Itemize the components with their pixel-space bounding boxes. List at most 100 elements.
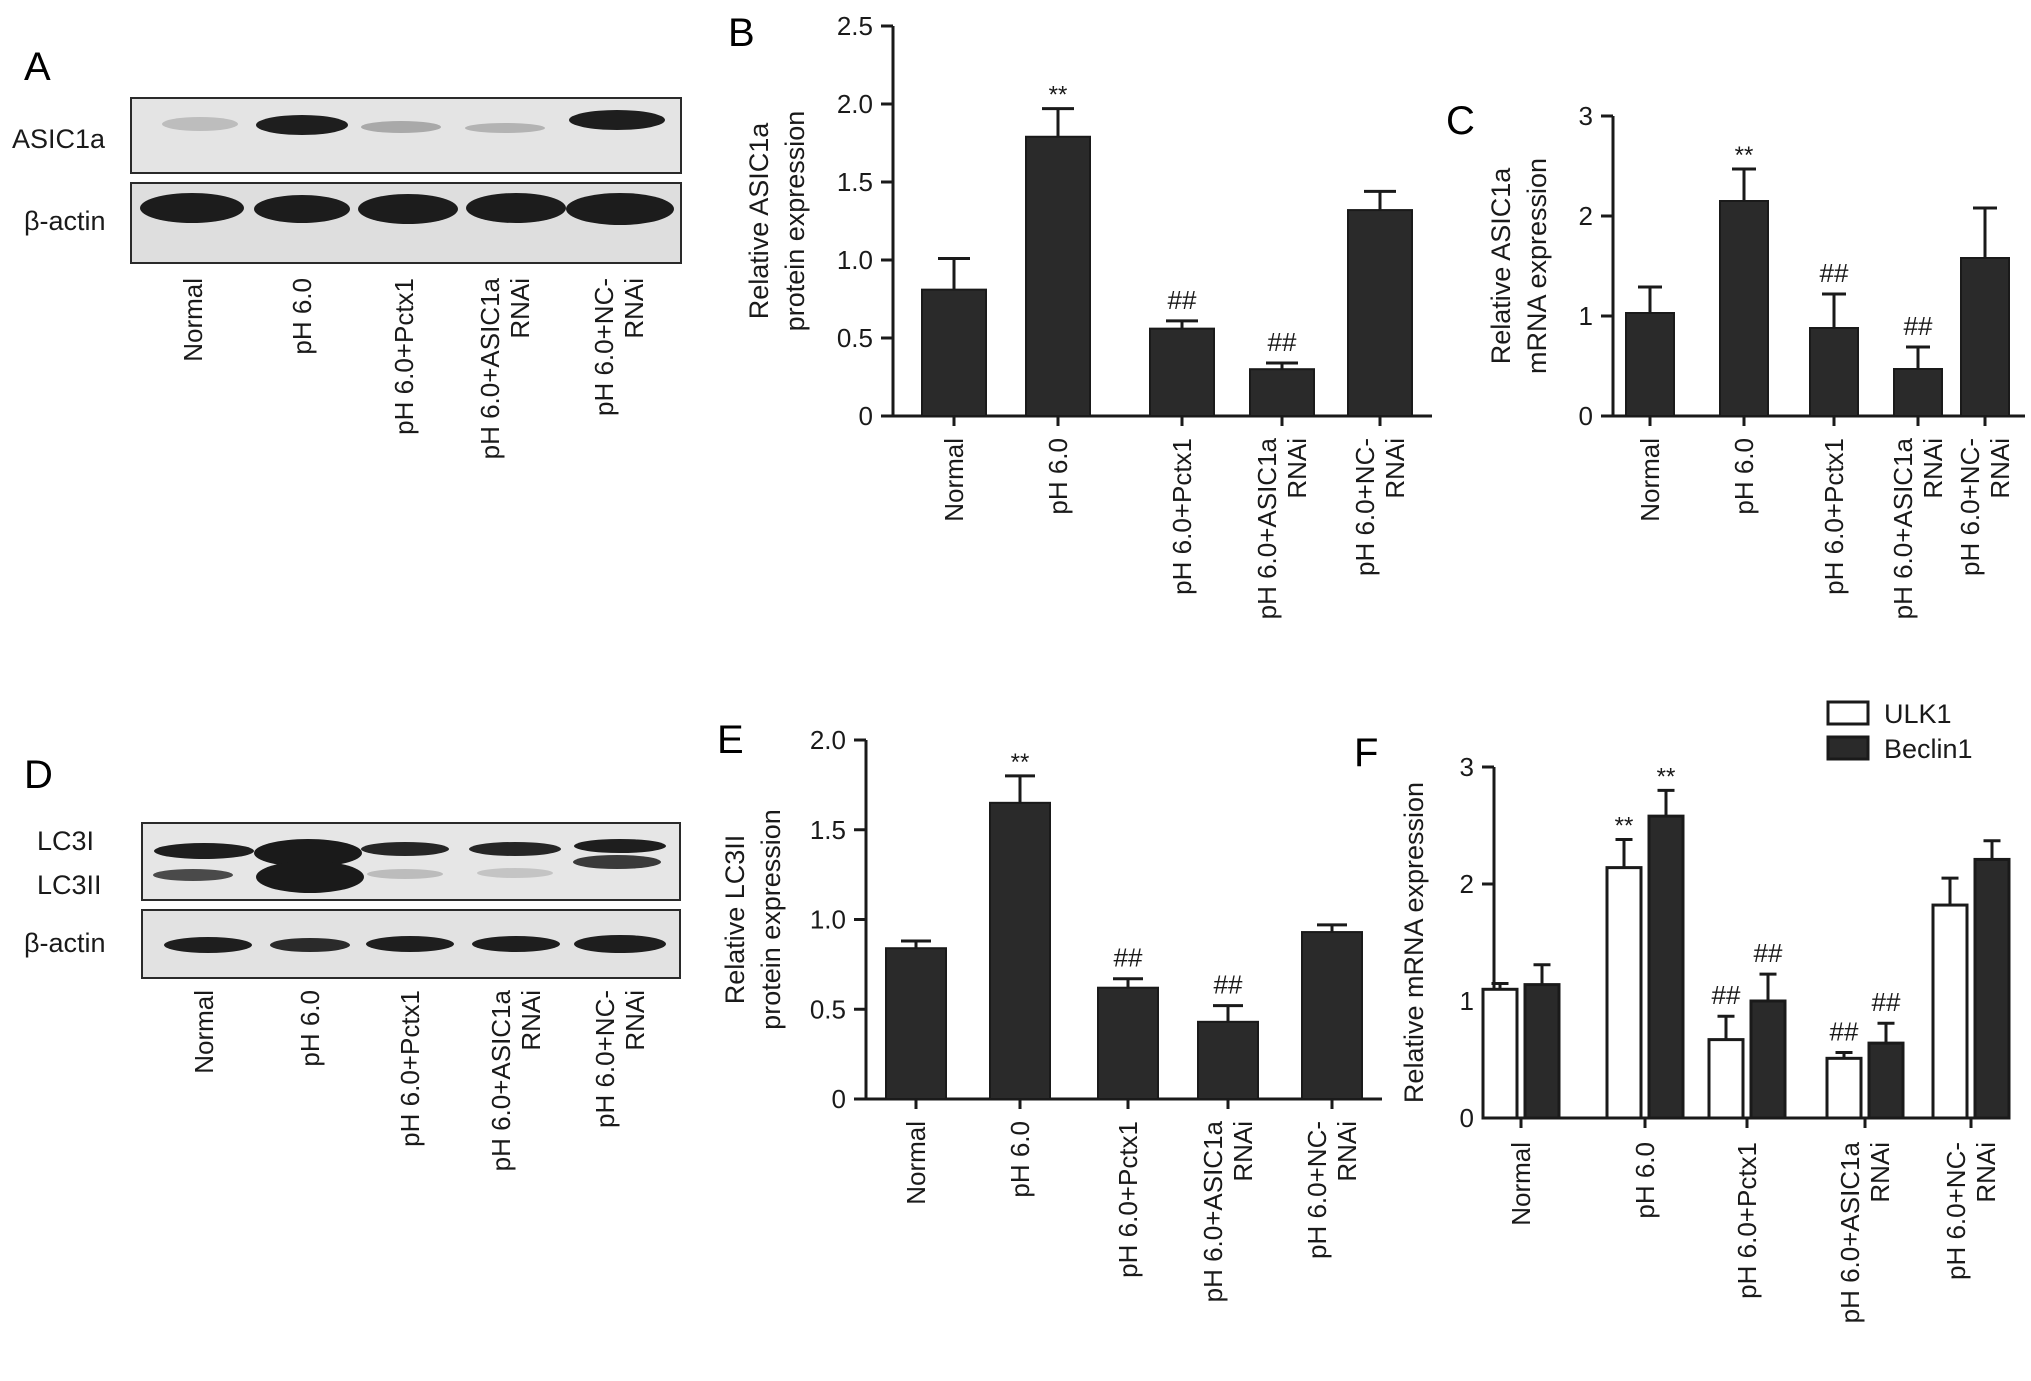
blot-label-beta-actin: β-actin: [24, 928, 106, 958]
legend-swatch-ulk1: [1826, 700, 1870, 726]
significance-label: **: [1049, 82, 1068, 109]
significance-label: **: [1615, 813, 1634, 840]
blot-band: [477, 868, 553, 878]
y-axis-label: Relative LC3II: [720, 835, 750, 1005]
bar: [1893, 368, 1943, 417]
x-tick-label: pH 6.0+NC-: [1941, 1142, 1971, 1280]
x-tick-label: pH 6.0+NC-: [1302, 1121, 1332, 1259]
y-tick-label: 1.5: [810, 815, 846, 845]
x-tick-label: RNAi: [1865, 1142, 1895, 1203]
x-tick-label: pH 6.0+NC-: [1955, 438, 1985, 576]
lane-label: pH 6.0+NC-: [589, 278, 619, 416]
bar: [1347, 209, 1413, 417]
x-tick-label: RNAi: [1971, 1142, 2001, 1203]
panel-letter-f: F: [1354, 731, 1378, 775]
x-tick-label: Normal: [939, 438, 969, 522]
y-axis-label: mRNA expression: [1522, 158, 1552, 374]
blot-membrane-asic1a: [130, 97, 682, 174]
blot-band: [256, 115, 348, 135]
y-tick-label: 0: [832, 1084, 846, 1114]
bar-beclin1: [1749, 999, 1787, 1120]
blot-band: [154, 843, 254, 859]
x-tick-label: pH 6.0: [1005, 1121, 1035, 1198]
significance-label: ##: [1168, 285, 1197, 315]
bar: [1719, 200, 1769, 417]
significance-label: **: [1735, 142, 1754, 169]
y-tick-label: 1.0: [810, 905, 846, 935]
western-blot-d: LC3I LC3II β-actin Normal pH 6.0 pH 6.0+Pc…: [24, 822, 681, 1171]
bar-beclin1: [1523, 983, 1561, 1120]
x-tick-label: pH 6.0+Pctx1: [1167, 438, 1197, 595]
blot-band: [566, 193, 674, 225]
blot-band: [472, 936, 560, 952]
x-tick-label: pH 6.0+Pctx1: [1113, 1121, 1143, 1278]
blot-band: [465, 123, 545, 133]
y-axis-label: Relative ASIC1a: [1486, 167, 1516, 365]
blot-label-lc3ii: LC3II: [37, 870, 102, 900]
blot-band: [358, 194, 458, 224]
panel-letter-a: A: [24, 45, 51, 89]
bar-beclin1: [1973, 857, 2011, 1120]
bar-beclin1: [1867, 1041, 1905, 1120]
significance-label: ##: [1712, 980, 1741, 1010]
blot-band: [366, 936, 454, 952]
y-axis-label: protein expression: [756, 809, 786, 1030]
significance-label: ##: [1268, 327, 1297, 357]
y-tick-label: 3: [1460, 752, 1474, 782]
blot-band: [574, 935, 666, 953]
significance-label: ##: [1114, 943, 1143, 973]
y-tick-label: 0.5: [837, 323, 873, 353]
blot-band: [254, 839, 362, 867]
lane-label: pH 6.0+ASIC1a: [486, 989, 516, 1171]
x-tick-label: pH 6.0+Pctx1: [1732, 1142, 1762, 1299]
bar: [1249, 368, 1315, 418]
x-tick-label: RNAi: [1332, 1121, 1362, 1182]
blot-band: [254, 195, 350, 223]
blot-band: [573, 855, 661, 869]
x-tick-label: Normal: [1635, 438, 1665, 522]
bar: [1301, 931, 1363, 1100]
x-tick-label: pH 6.0+ASIC1a: [1252, 437, 1282, 619]
blot-band: [153, 869, 233, 881]
lane-label: RNAi: [619, 278, 649, 339]
y-tick-label: 0: [1460, 1103, 1474, 1133]
lane-label: pH 6.0+NC-: [590, 990, 620, 1128]
blot-band: [569, 110, 665, 130]
y-tick-label: 2.5: [837, 11, 873, 41]
bar: [885, 947, 947, 1100]
bar-ulk1: [1825, 1056, 1863, 1120]
bar: [989, 801, 1051, 1100]
y-tick-label: 1.0: [837, 245, 873, 275]
lane-label: Normal: [189, 990, 219, 1074]
blot-band: [367, 869, 443, 879]
lane-label: pH 6.0: [287, 278, 317, 355]
significance-label: ##: [1214, 970, 1243, 1000]
blot-lane-labels: Normal pH 6.0 pH 6.0+Pctx1 pH 6.0+ASIC1a RNA…: [189, 989, 650, 1171]
panel-letter-b: B: [728, 11, 755, 55]
significance-label: **: [1011, 749, 1030, 776]
x-tick-label: Normal: [901, 1121, 931, 1205]
x-tick-label: RNAi: [1985, 438, 2015, 499]
x-tick-label: pH 6.0+ASIC1a: [1888, 437, 1918, 619]
bar: [1960, 257, 2010, 417]
lane-label: RNAi: [620, 990, 650, 1051]
significance-label: ##: [1872, 987, 1901, 1017]
bar-ulk1: [1605, 866, 1643, 1120]
x-tick-label: pH 6.0: [1729, 438, 1759, 515]
lane-label: Normal: [178, 278, 208, 362]
x-tick-label: pH 6.0+Pctx1: [1819, 438, 1849, 595]
y-axis-label: protein expression: [780, 111, 810, 332]
bar-chart-b: 0 0.5 1.0 1.5 2.0 2.5 Relative ASIC1a protein e…: [744, 11, 1432, 619]
y-tick-label: 0: [859, 401, 873, 431]
blot-band: [574, 839, 666, 853]
blot-band: [361, 121, 441, 133]
x-tick-label: RNAi: [1228, 1121, 1258, 1182]
bar-ulk1: [1707, 1038, 1745, 1120]
legend-f: ULK1 Beclin1: [1826, 699, 1973, 764]
blot-band: [162, 117, 238, 131]
bar-ulk1: [1481, 987, 1519, 1120]
panel-letter-e: E: [717, 718, 744, 762]
y-tick-label: 2.0: [837, 89, 873, 119]
y-tick-label: 1: [1460, 986, 1474, 1016]
